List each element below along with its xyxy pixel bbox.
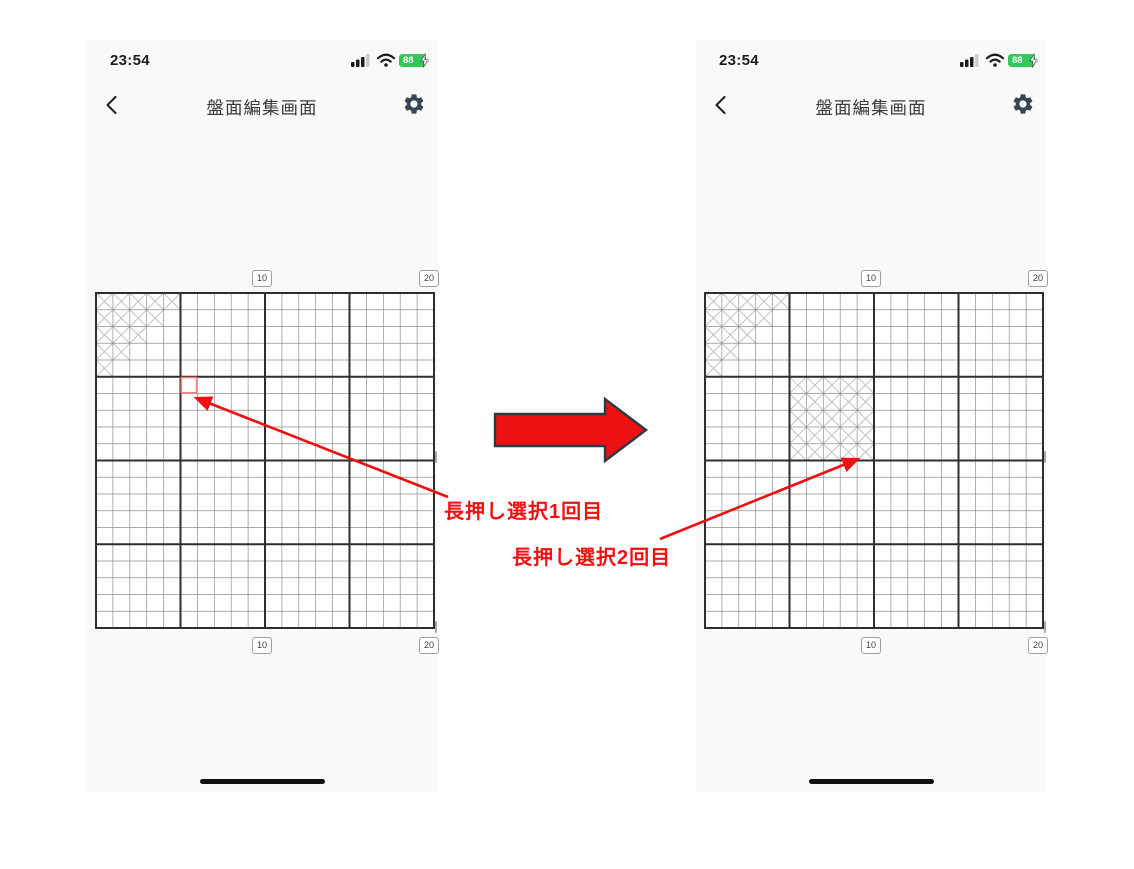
status-time: 23:54	[719, 52, 759, 69]
page-title: 盤面編集画面	[815, 98, 927, 118]
wifi-icon	[985, 53, 1005, 67]
column-label-10-top: 10	[861, 270, 881, 287]
column-label-10-top: 10	[252, 270, 272, 287]
scroll-indicator[interactable]	[1044, 451, 1046, 463]
column-label-10-bottom: 10	[861, 637, 881, 654]
annotation-label-first: 長押し選択1回目	[444, 501, 604, 523]
phone-screenshot-before: 23:54 88 盤面編集画面 10 20 10 2	[87, 40, 439, 792]
back-button[interactable]	[101, 94, 123, 116]
board-grid[interactable]	[703, 291, 1045, 630]
settings-button[interactable]	[1011, 92, 1035, 116]
home-indicator[interactable]	[809, 779, 934, 784]
column-label-10-bottom: 10	[252, 637, 272, 654]
wifi-icon	[376, 53, 396, 67]
battery-percent: 88	[1012, 55, 1023, 66]
column-label-20-bottom: 20	[419, 637, 439, 654]
battery-icon: 88	[1008, 53, 1038, 68]
charging-bolt-icon	[420, 53, 429, 68]
battery-icon: 88	[399, 53, 429, 68]
home-indicator[interactable]	[200, 779, 325, 784]
gear-icon	[404, 94, 424, 114]
transition-arrow	[493, 396, 648, 464]
charging-bolt-icon	[1029, 53, 1038, 68]
column-label-20-top: 20	[1028, 270, 1048, 287]
battery-percent: 88	[403, 55, 414, 66]
scroll-indicator[interactable]	[435, 451, 437, 463]
signal-icon	[960, 54, 982, 67]
column-label-20-bottom: 20	[1028, 637, 1048, 654]
scroll-indicator[interactable]	[1044, 621, 1046, 633]
board-grid[interactable]	[94, 291, 436, 630]
settings-button[interactable]	[402, 92, 426, 116]
annotation-label-second: 長押し選択2回目	[512, 547, 672, 569]
phone-screenshot-after: 23:54 88 盤面編集画面 10 20 10 2	[696, 40, 1048, 792]
gear-icon	[1013, 94, 1033, 114]
column-label-20-top: 20	[419, 270, 439, 287]
back-button[interactable]	[710, 94, 732, 116]
status-time: 23:54	[110, 52, 150, 69]
battery-cap	[1036, 58, 1038, 63]
page-title: 盤面編集画面	[206, 98, 318, 118]
scroll-indicator[interactable]	[435, 621, 437, 633]
battery-cap	[427, 58, 429, 63]
signal-icon	[351, 54, 373, 67]
